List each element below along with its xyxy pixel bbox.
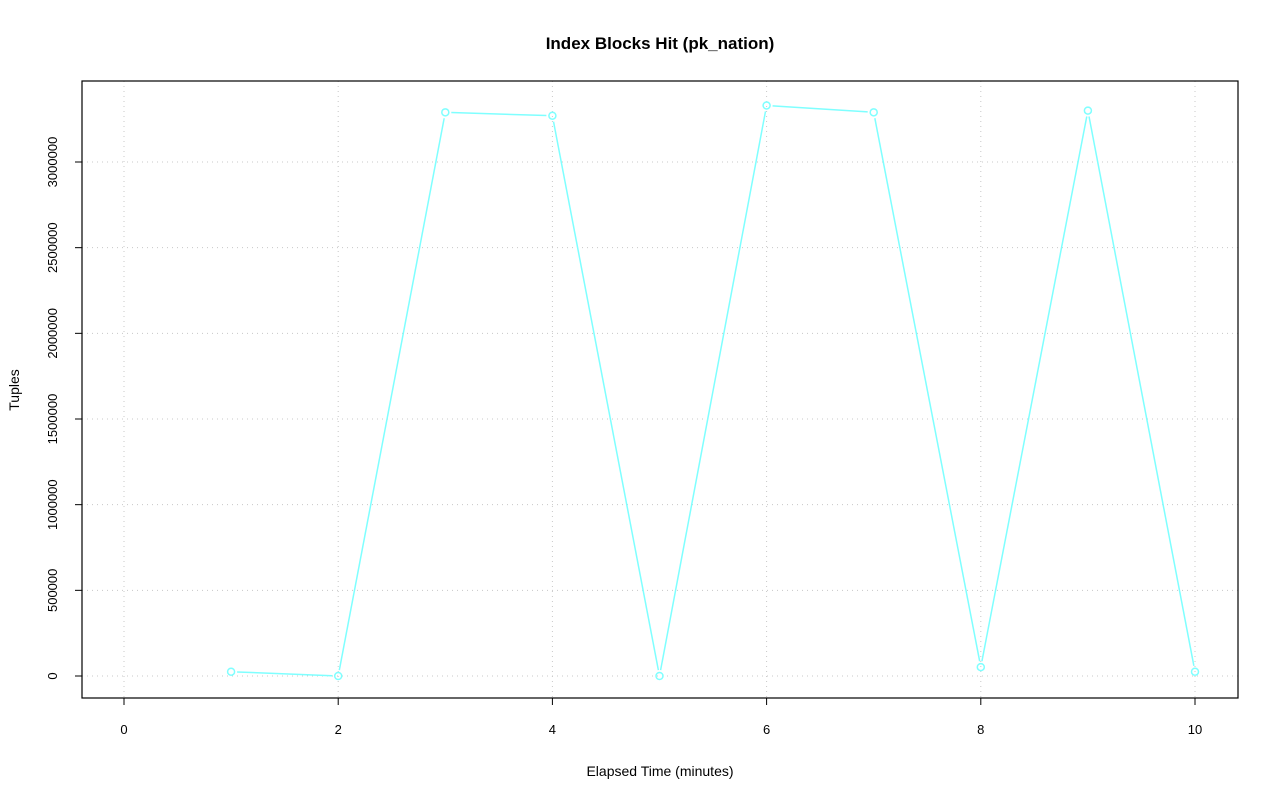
y-tick-label: 2500000 <box>45 222 60 273</box>
x-tick-label: 6 <box>763 722 770 737</box>
series-segment <box>237 671 333 677</box>
data-point <box>762 101 771 110</box>
series <box>226 101 1200 681</box>
data-point <box>869 108 878 117</box>
x-tick-label: 8 <box>977 722 984 737</box>
data-point <box>441 108 450 117</box>
series-segment <box>981 116 1088 662</box>
data-point <box>976 662 986 672</box>
x-tick-label: 0 <box>120 722 127 737</box>
x-tick-label: 2 <box>335 722 342 737</box>
plot-frame <box>81 80 1239 699</box>
y-tick-label: 1000000 <box>45 479 60 530</box>
y-tick-label: 0 <box>45 672 60 679</box>
y-tick-label: 3000000 <box>45 137 60 188</box>
series-segment <box>552 121 660 671</box>
x-axis-label: Elapsed Time (minutes) <box>586 763 733 779</box>
y-axis-label: Tuples <box>6 369 22 411</box>
series-segment <box>772 105 868 113</box>
data-point <box>226 667 236 676</box>
data-point <box>1083 106 1093 115</box>
axes: 0 2 4 6 8 10 0 500000 1000000 1500000 2000000 25000… <box>45 137 1202 737</box>
x-tick-label: 4 <box>549 722 556 737</box>
series-segment <box>874 118 981 662</box>
y-tick-label: 500000 <box>45 569 60 612</box>
data-point <box>1190 667 1200 676</box>
series-segment <box>451 111 547 117</box>
data-point <box>655 671 664 681</box>
series-segment <box>1088 116 1195 666</box>
series-segment <box>659 111 767 671</box>
series-segment <box>338 118 445 671</box>
chart-title: Index Blocks Hit (pk_nation) <box>546 34 775 53</box>
data-point <box>333 671 343 681</box>
grid <box>82 81 1238 698</box>
x-tick-label: 10 <box>1188 722 1202 737</box>
y-tick-label: 2000000 <box>45 308 60 359</box>
data-point <box>548 111 557 120</box>
y-tick-label: 1500000 <box>45 394 60 445</box>
